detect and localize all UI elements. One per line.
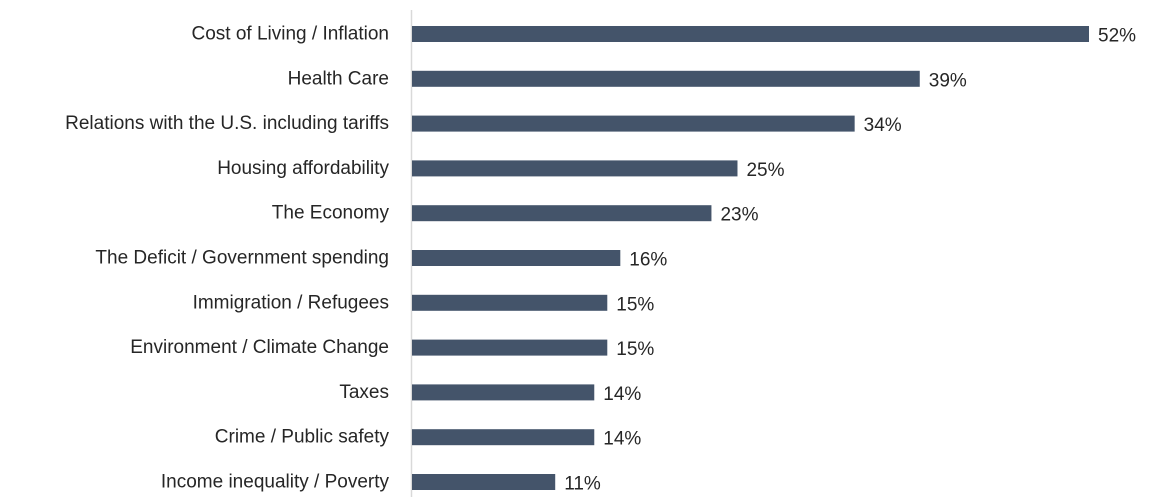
value-label: 14% [603,384,641,405]
category-label: Crime / Public safety [215,427,390,448]
bar [412,474,556,490]
bar [412,26,1089,42]
bar [412,384,595,401]
bar [412,205,712,222]
value-labels-group: 52% 39% 34% 25% 23% 16% 15% 15% 14% 14% 11% [564,26,1136,495]
value-label: 15% [616,339,654,360]
category-label: Immigration / Refugees [193,292,389,313]
category-label: Income inequality / Poverty [161,472,390,493]
bar [412,429,595,446]
category-label: Health Care [288,68,389,89]
category-label: Environment / Climate Change [130,337,389,358]
value-label: 15% [616,294,654,315]
value-label: 34% [864,115,902,136]
category-labels-group: Cost of Living / Inflation Health Care Rel… [65,24,389,493]
bar [412,294,608,311]
bar [412,70,920,87]
value-label: 16% [629,250,667,271]
category-label: The Economy [272,203,390,224]
bar [412,115,855,132]
value-label: 23% [720,205,758,226]
bars-group [412,26,1089,490]
bar [412,250,621,266]
category-label: Relations with the U.S. including tariff… [65,113,389,134]
value-label: 39% [929,70,967,91]
category-label: Cost of Living / Inflation [192,24,390,45]
bar [412,160,738,177]
value-label: 14% [603,429,641,450]
value-label: 52% [1098,26,1136,47]
category-label: The Deficit / Government spending [95,248,389,269]
value-label: 11% [564,474,601,495]
bar [412,339,608,356]
category-label: Housing affordability [217,158,389,179]
category-label: Taxes [339,382,389,403]
value-label: 25% [746,160,784,181]
